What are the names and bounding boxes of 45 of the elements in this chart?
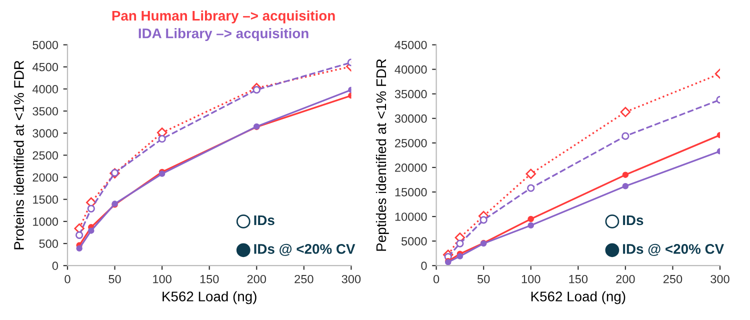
chart-subtitle: IDA Library –> acquisition	[138, 28, 308, 42]
annotation: IDs @ <20% CV	[254, 244, 356, 256]
y-tick-label: 15000	[395, 188, 427, 196]
x-tick-label: 300	[342, 274, 361, 284]
y-tick-label: 0	[52, 262, 58, 270]
y-tick-label: 5000	[401, 237, 427, 246]
y-tick-label: 1000	[33, 217, 58, 226]
y-tick-label: 2500	[32, 151, 58, 160]
y-tick-label: 3500	[32, 107, 58, 116]
annotation: IDs @ <20% CV	[623, 244, 724, 256]
x-tick-label: 50	[477, 274, 490, 284]
x-axis-title: K562 Load (ng)	[162, 291, 256, 304]
x-tick-label: 100	[522, 274, 540, 284]
x-tick-label: 0	[433, 274, 440, 284]
x-tick-label: 150	[200, 274, 219, 284]
y-tick-label: 4000	[32, 84, 58, 94]
x-tick-label: 200	[247, 274, 266, 284]
x-tick-label: 50	[108, 274, 121, 284]
x-tick-label: 250	[294, 274, 314, 284]
y-axis-title: Proteins identified at <1% FDR	[14, 60, 24, 250]
y-tick-label: 1500	[33, 195, 58, 204]
chart-title: Pan Human Library –> acquisition	[112, 10, 335, 24]
y-tick-label: 10000	[395, 212, 427, 221]
y-tick-label: 2000	[32, 173, 58, 182]
annotation: IDs	[623, 215, 644, 226]
x-tick-label: 250	[663, 274, 682, 284]
y-tick-label: 5000	[32, 40, 58, 50]
y-tick-label: 500	[39, 240, 58, 248]
x-tick-label: 0	[64, 274, 70, 284]
y-tick-label: 0	[421, 262, 427, 270]
y-tick-label: 45000	[394, 40, 427, 50]
y-tick-label: 35000	[394, 90, 427, 98]
x-axis-title: K562 Load (ng)	[531, 291, 626, 304]
y-tick-label: 4500	[32, 62, 58, 72]
y-tick-label: 30000	[394, 114, 427, 123]
x-tick-label: 150	[569, 274, 588, 284]
x-tick-label: 200	[616, 274, 635, 284]
y-tick-label: 20000	[395, 164, 427, 172]
y-axis-title: Peptides identified at <1% FDR	[376, 59, 389, 251]
x-tick-label: 100	[153, 274, 172, 284]
x-tick-label: 300	[710, 274, 730, 284]
y-tick-label: 40000	[394, 65, 427, 74]
y-tick-label: 25000	[395, 138, 427, 148]
annotation: IDs	[254, 215, 274, 226]
y-tick-label: 3000	[32, 129, 58, 138]
